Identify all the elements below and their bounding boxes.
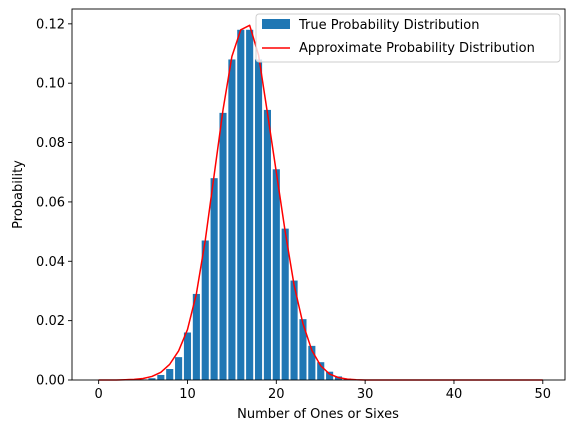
- y-tick-label: 0.00: [36, 374, 65, 389]
- bar: [148, 378, 156, 380]
- bar: [228, 59, 236, 381]
- y-axis: 0.00 0.02 0.04 0.06 0.08 0.10 0.12: [36, 17, 72, 389]
- axes-frame: [71, 8, 566, 381]
- x-tick-label: 20: [268, 387, 285, 402]
- bar: [192, 293, 200, 380]
- y-tick-label: 0.12: [36, 17, 65, 32]
- bar: [201, 240, 209, 380]
- legend: True Probability Distribution Approximat…: [255, 13, 561, 63]
- bar: [308, 345, 316, 380]
- legend-bar-swatch: [262, 19, 290, 29]
- bar: [157, 374, 165, 380]
- x-tick-label: 30: [357, 387, 374, 402]
- legend-frame: [255, 13, 561, 63]
- bar: [237, 29, 245, 381]
- y-tick-label: 0.08: [36, 136, 65, 151]
- y-tick-label: 0.04: [36, 255, 65, 270]
- x-tick-label: 40: [446, 387, 463, 402]
- y-tick-label: 0.02: [36, 314, 65, 329]
- bar: [254, 59, 263, 381]
- y-tick-label: 0.10: [36, 77, 65, 92]
- bar: [290, 280, 298, 380]
- bar: [263, 109, 271, 380]
- bar: [183, 332, 192, 380]
- x-tick-label: 10: [179, 387, 196, 402]
- bar: [210, 178, 218, 380]
- bar: [272, 169, 280, 380]
- bar: [317, 362, 325, 380]
- bar: [166, 369, 174, 380]
- x-tick-label: 50: [535, 387, 552, 402]
- y-tick-label: 0.06: [36, 195, 65, 210]
- bar: [219, 112, 227, 380]
- y-axis-title: Probability: [11, 160, 26, 229]
- x-tick-label: 0: [95, 387, 103, 402]
- legend-label-approximate-distribution: Approximate Probability Distribution: [299, 41, 535, 56]
- bar: [299, 319, 307, 380]
- bar: [175, 357, 183, 380]
- bar: [326, 371, 334, 380]
- legend-label-true-distribution: True Probability Distribution: [298, 18, 479, 33]
- x-axis-title: Number of Ones or Sixes: [237, 407, 399, 422]
- bar: [246, 29, 254, 381]
- bar: [281, 228, 289, 380]
- x-axis: 0 10 20 30 40 50: [95, 380, 552, 402]
